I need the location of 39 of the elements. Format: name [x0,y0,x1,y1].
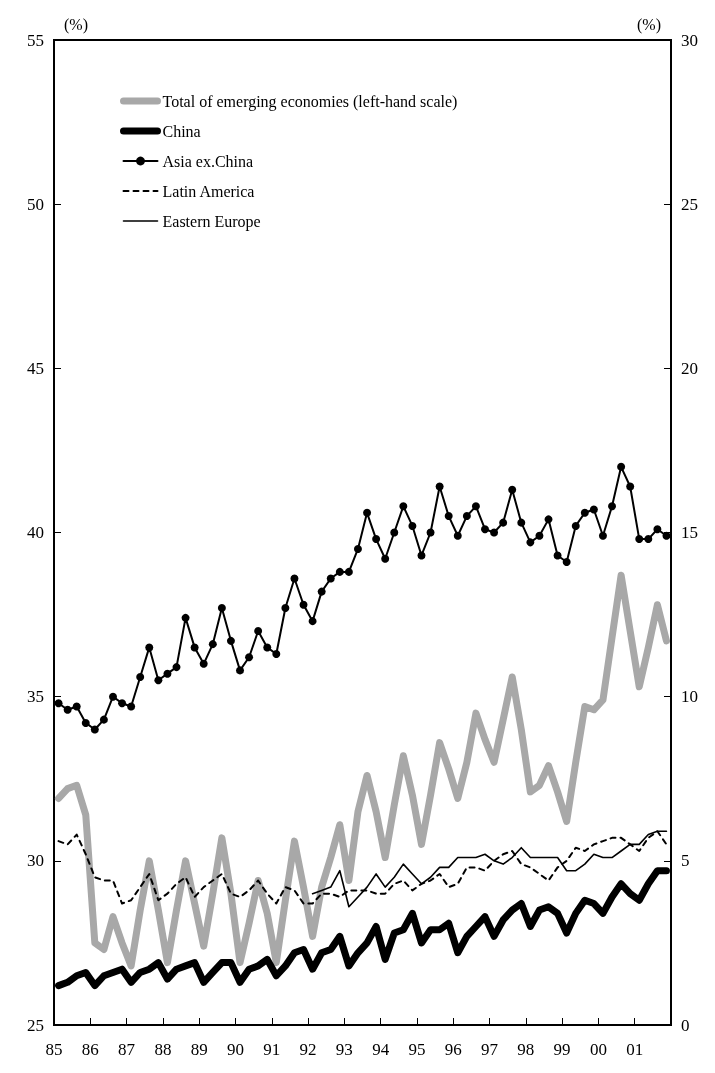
y2-axis-title: (%) [637,15,661,34]
y-tick-label: 55 [27,30,44,50]
x-tick-label: 97 [481,1040,499,1059]
x-tick-label: 89 [190,1040,208,1059]
y2-tick-label: 5 [681,851,690,871]
x-tick-label: 96 [444,1040,462,1059]
x-tick-label: 94 [372,1040,390,1059]
x-tick-label: 95 [408,1040,426,1059]
y2-tick-label: 10 [681,687,698,707]
x-tick-label: 91 [263,1040,281,1059]
legend-label: Total of emerging economies (left-hand scale) [162,92,458,111]
x-tick-label: 88 [154,1040,172,1059]
y2-tick-label: 25 [681,194,698,214]
x-tick-label: 99 [553,1040,571,1059]
y-tick-label: 40 [27,523,44,542]
y2-tick-label: 20 [681,358,698,378]
x-tick-label: 85 [45,1040,63,1059]
y-tick-label: 30 [27,851,44,871]
y2-tick-label: 30 [681,30,698,50]
x-tick-label: 98 [517,1040,535,1059]
legend-label: Asia ex.China [162,152,254,170]
x-tick-label: 86 [81,1040,99,1059]
x-tick-label: 90 [226,1040,244,1059]
y2-tick-label: 15 [681,523,698,542]
line-series [57,830,668,905]
y2-tick-label: 0 [681,1015,690,1035]
x-tick-label: 01 [626,1040,644,1059]
y-tick-label: 45 [27,358,44,378]
y-tick-label: 50 [27,194,44,214]
x-tick-label: 00 [589,1040,607,1059]
x-tick-label: 93 [335,1040,353,1059]
x-tick-label: 87 [118,1040,136,1059]
x-tick-label: 92 [299,1040,317,1059]
y-tick-label: 35 [27,687,44,707]
y-axis-title: (%) [64,15,88,34]
legend-label: Latin America [162,182,255,200]
y-tick-label: 25 [27,1015,44,1035]
legend-label: Eastern Europe [162,212,261,231]
legend-label: China [162,122,201,140]
